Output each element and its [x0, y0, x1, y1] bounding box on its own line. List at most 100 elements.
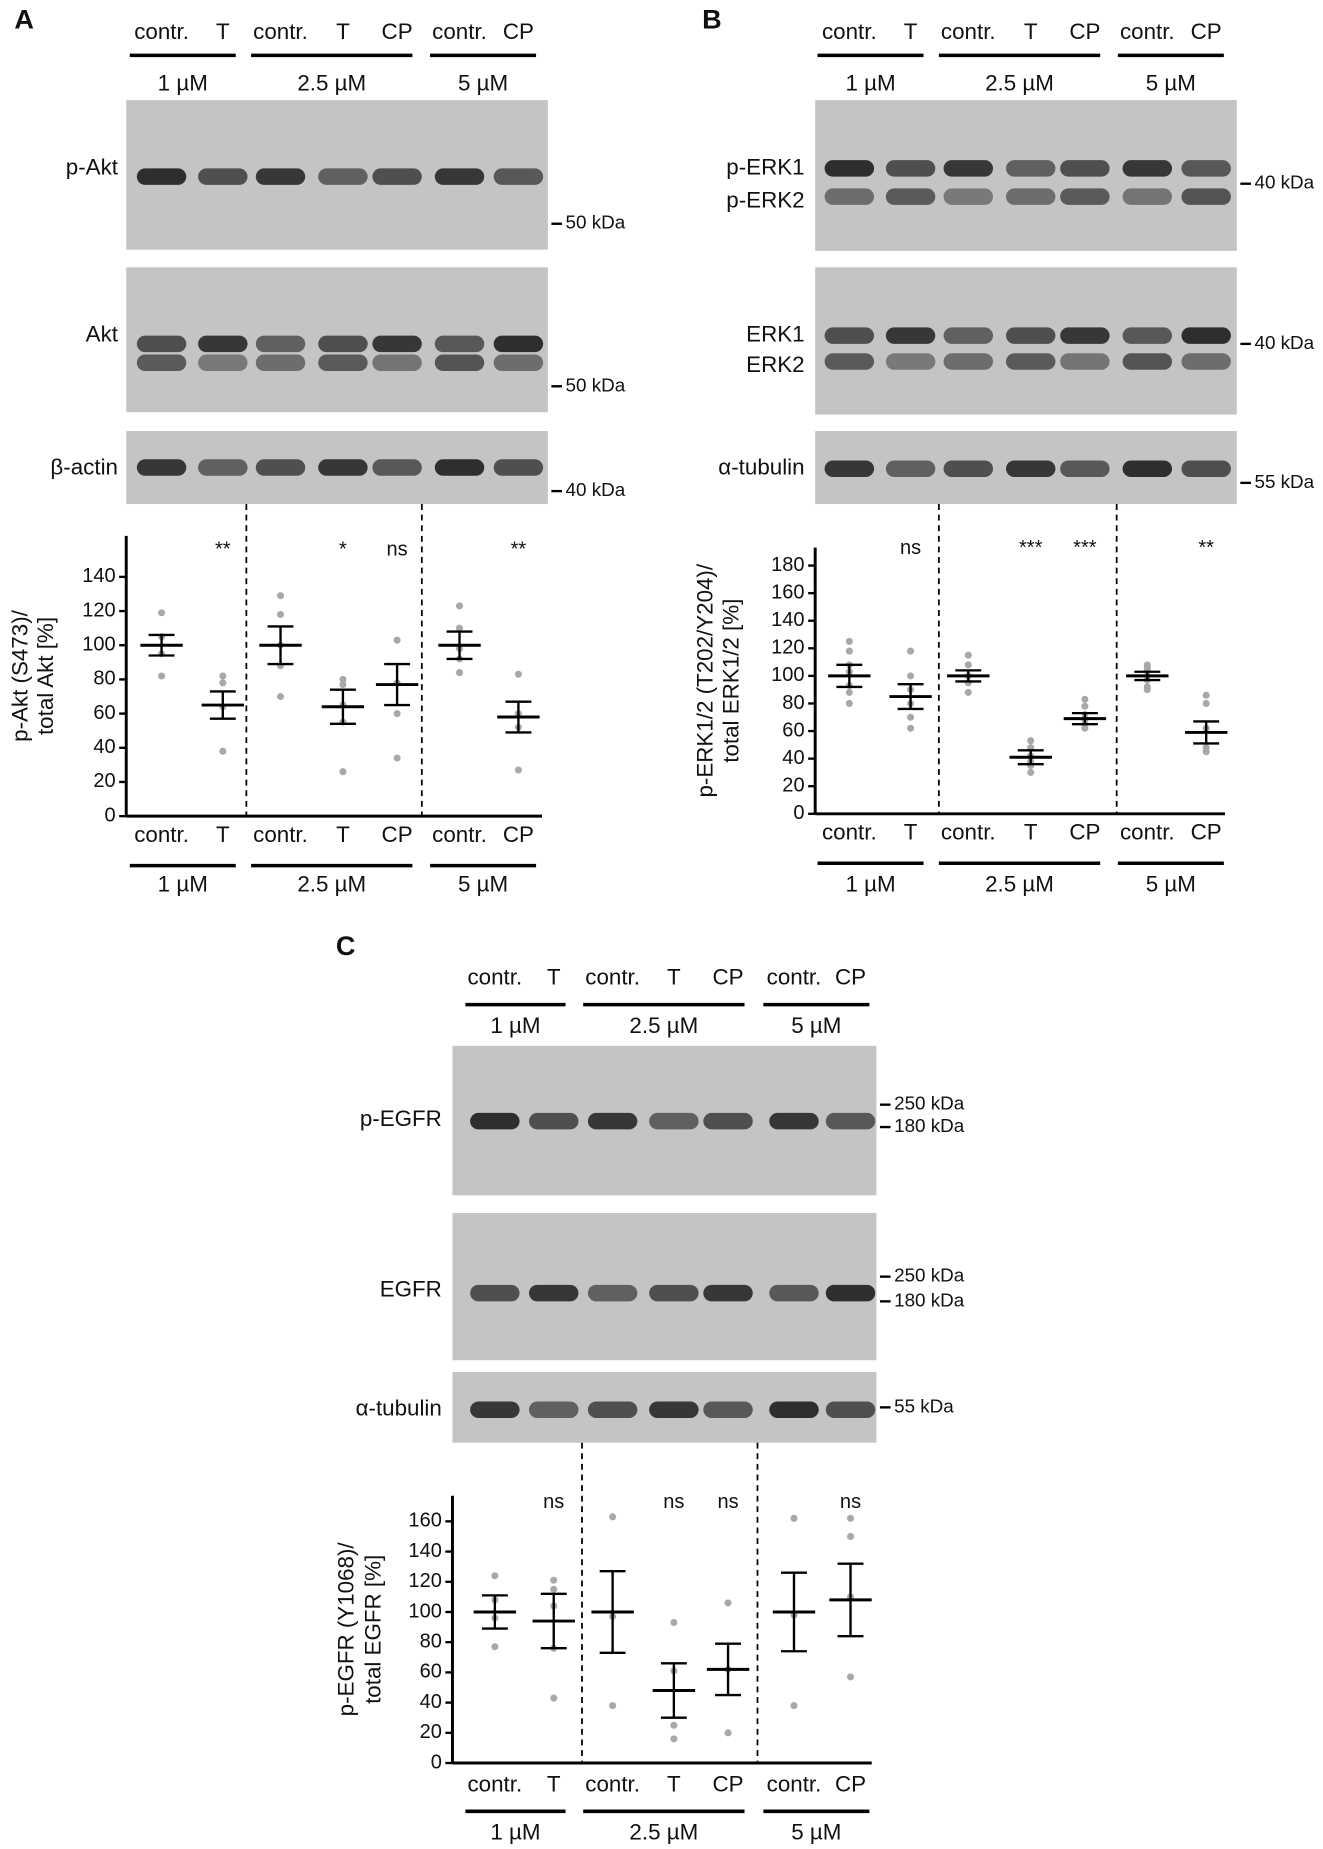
- y-axis-label: p-EGFR (Y1068)/: [334, 1542, 359, 1717]
- data-point: [276, 692, 285, 701]
- blot-band: [255, 354, 306, 371]
- lane-label: contr.: [253, 19, 308, 44]
- blot-band: [1060, 327, 1110, 344]
- y-tick-label: 120: [408, 1570, 441, 1592]
- data-point: [550, 1576, 558, 1584]
- lane-label: contr.: [767, 965, 822, 990]
- data-point: [276, 610, 285, 619]
- significance-label: **: [1198, 537, 1214, 559]
- y-tick-label: 100: [408, 1600, 441, 1622]
- marker-label: 55 kDa: [1254, 471, 1314, 492]
- data-point: [846, 1532, 855, 1541]
- data-point: [790, 1514, 798, 1522]
- x-tick-label: T: [336, 822, 350, 847]
- group-label: 2.5 µM: [985, 872, 1054, 897]
- blot-band: [587, 1401, 638, 1418]
- blot-band: [1122, 327, 1173, 344]
- blot-band: [703, 1284, 753, 1302]
- y-tick-label: 80: [93, 668, 115, 690]
- x-tick-label: contr.: [134, 822, 189, 847]
- blot-band: [255, 168, 306, 185]
- blot-band: [136, 168, 187, 185]
- blot-band: [769, 1401, 819, 1418]
- lane-label: contr.: [134, 19, 189, 44]
- blot-band: [825, 1284, 876, 1302]
- y-tick-label: 40: [782, 747, 804, 769]
- marker-label: 180 kDa: [894, 1115, 965, 1136]
- data-point: [455, 602, 464, 610]
- lane-label: contr.: [1120, 19, 1175, 44]
- lane-label: contr.: [432, 19, 487, 44]
- blot-band: [318, 335, 368, 353]
- x-tick-label: contr.: [1120, 820, 1175, 845]
- blot-band: [943, 353, 994, 370]
- y-tick-label: 100: [82, 634, 115, 656]
- blot-band: [470, 1112, 520, 1130]
- blot-band: [493, 354, 544, 371]
- significance-label: ns: [543, 1491, 564, 1513]
- blot-band: [318, 459, 368, 476]
- x-tick-label: CP: [713, 1771, 744, 1796]
- y-tick-label: 180: [771, 554, 804, 576]
- data-point: [455, 624, 464, 632]
- blot-band: [824, 188, 875, 205]
- data-point: [514, 766, 522, 774]
- blot-band: [493, 168, 544, 185]
- group-label: 1 µM: [158, 872, 208, 897]
- blot-band: [318, 354, 368, 371]
- blot-band: [885, 460, 936, 477]
- blot-band: [434, 459, 485, 476]
- blot-band: [1122, 160, 1173, 177]
- x-tick-label: T: [547, 1771, 561, 1796]
- data-point: [393, 754, 401, 762]
- data-point: [339, 675, 347, 683]
- lane-label: contr.: [585, 965, 640, 990]
- data-point: [1202, 699, 1210, 708]
- x-tick-label: contr.: [468, 1771, 523, 1796]
- x-tick-label: contr.: [767, 1771, 822, 1796]
- blot-band: [824, 160, 875, 177]
- blot-band: [1181, 160, 1231, 177]
- data-point: [846, 1514, 855, 1522]
- blot-band: [1181, 188, 1231, 205]
- blot-band: [885, 160, 936, 177]
- significance-label: ns: [717, 1491, 738, 1513]
- data-point: [219, 679, 227, 687]
- y-tick-label: 140: [408, 1540, 441, 1562]
- group-label: 5 µM: [1146, 872, 1196, 897]
- y-tick-label: 160: [771, 581, 804, 603]
- group-label: 5 µM: [791, 1820, 841, 1845]
- blot-band: [1005, 160, 1056, 177]
- lane-label: T: [904, 19, 918, 44]
- blot-band: [703, 1401, 753, 1418]
- data-point: [964, 651, 972, 659]
- lane-label: T: [547, 965, 561, 990]
- blot-band: [943, 327, 994, 344]
- data-point: [393, 710, 401, 718]
- x-tick-label: contr.: [941, 820, 996, 845]
- significance-label: ns: [663, 1491, 684, 1513]
- significance-label: ***: [1019, 537, 1043, 559]
- y-tick-label: 140: [771, 609, 804, 631]
- lane-label: contr.: [822, 19, 877, 44]
- blot-band: [372, 335, 422, 353]
- lane-label: T: [336, 19, 350, 44]
- x-tick-label: contr.: [585, 1771, 640, 1796]
- blot-band: [470, 1401, 520, 1418]
- data-point: [339, 681, 347, 689]
- data-point: [964, 688, 972, 696]
- blot-band: [943, 460, 994, 477]
- blot-band: [434, 354, 485, 371]
- data-point: [219, 672, 227, 680]
- y-axis-label: total Akt [%]: [33, 617, 58, 735]
- blot-band: [1181, 353, 1231, 370]
- lane-label: CP: [1191, 19, 1222, 44]
- blot-band: [1005, 353, 1056, 370]
- data-point: [1081, 695, 1089, 703]
- data-point: [845, 688, 853, 696]
- blot-band: [1060, 353, 1110, 370]
- data-point: [455, 669, 464, 677]
- y-tick-label: 0: [793, 802, 804, 824]
- blot-band: [372, 354, 422, 371]
